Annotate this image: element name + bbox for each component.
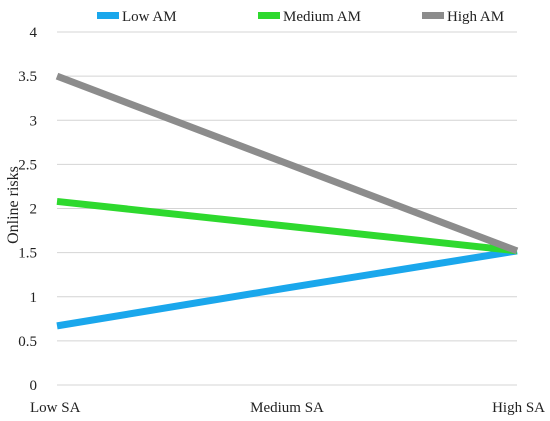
series-line-low-am — [56, 247, 518, 330]
y-tick-label: 2.5 — [18, 157, 37, 173]
series-line-high-am — [55, 72, 519, 255]
x-tick-label: Medium SA — [250, 400, 324, 416]
legend: Low AM Medium AM High AM — [97, 9, 504, 25]
y-tick-label: 1 — [30, 290, 38, 306]
legend-swatch — [97, 12, 119, 19]
y-tick-label: 3.5 — [18, 69, 37, 85]
legend-swatch — [258, 12, 280, 19]
legend-swatch — [422, 12, 444, 19]
y-axis-label: Online risks — [5, 166, 22, 244]
x-axis-ticks: Low SA Medium SA High SA — [30, 400, 545, 416]
x-tick-label: Low SA — [30, 400, 81, 416]
y-axis-ticks: 0 0.5 1 1.5 2 2.5 3 3.5 4 — [18, 25, 37, 394]
legend-label: High AM — [447, 9, 504, 25]
x-tick-label: High SA — [492, 400, 545, 416]
y-tick-label: 4 — [30, 25, 38, 41]
legend-label: Low AM — [122, 9, 177, 25]
series-line-medium-am — [56, 197, 518, 255]
y-tick-label: 0 — [30, 378, 38, 394]
legend-label: Medium AM — [283, 9, 361, 25]
y-tick-label: 2 — [30, 202, 38, 218]
y-tick-label: 1.5 — [18, 246, 37, 262]
series-lines — [55, 72, 519, 330]
y-tick-label: 0.5 — [18, 334, 37, 350]
y-tick-label: 3 — [30, 113, 38, 129]
